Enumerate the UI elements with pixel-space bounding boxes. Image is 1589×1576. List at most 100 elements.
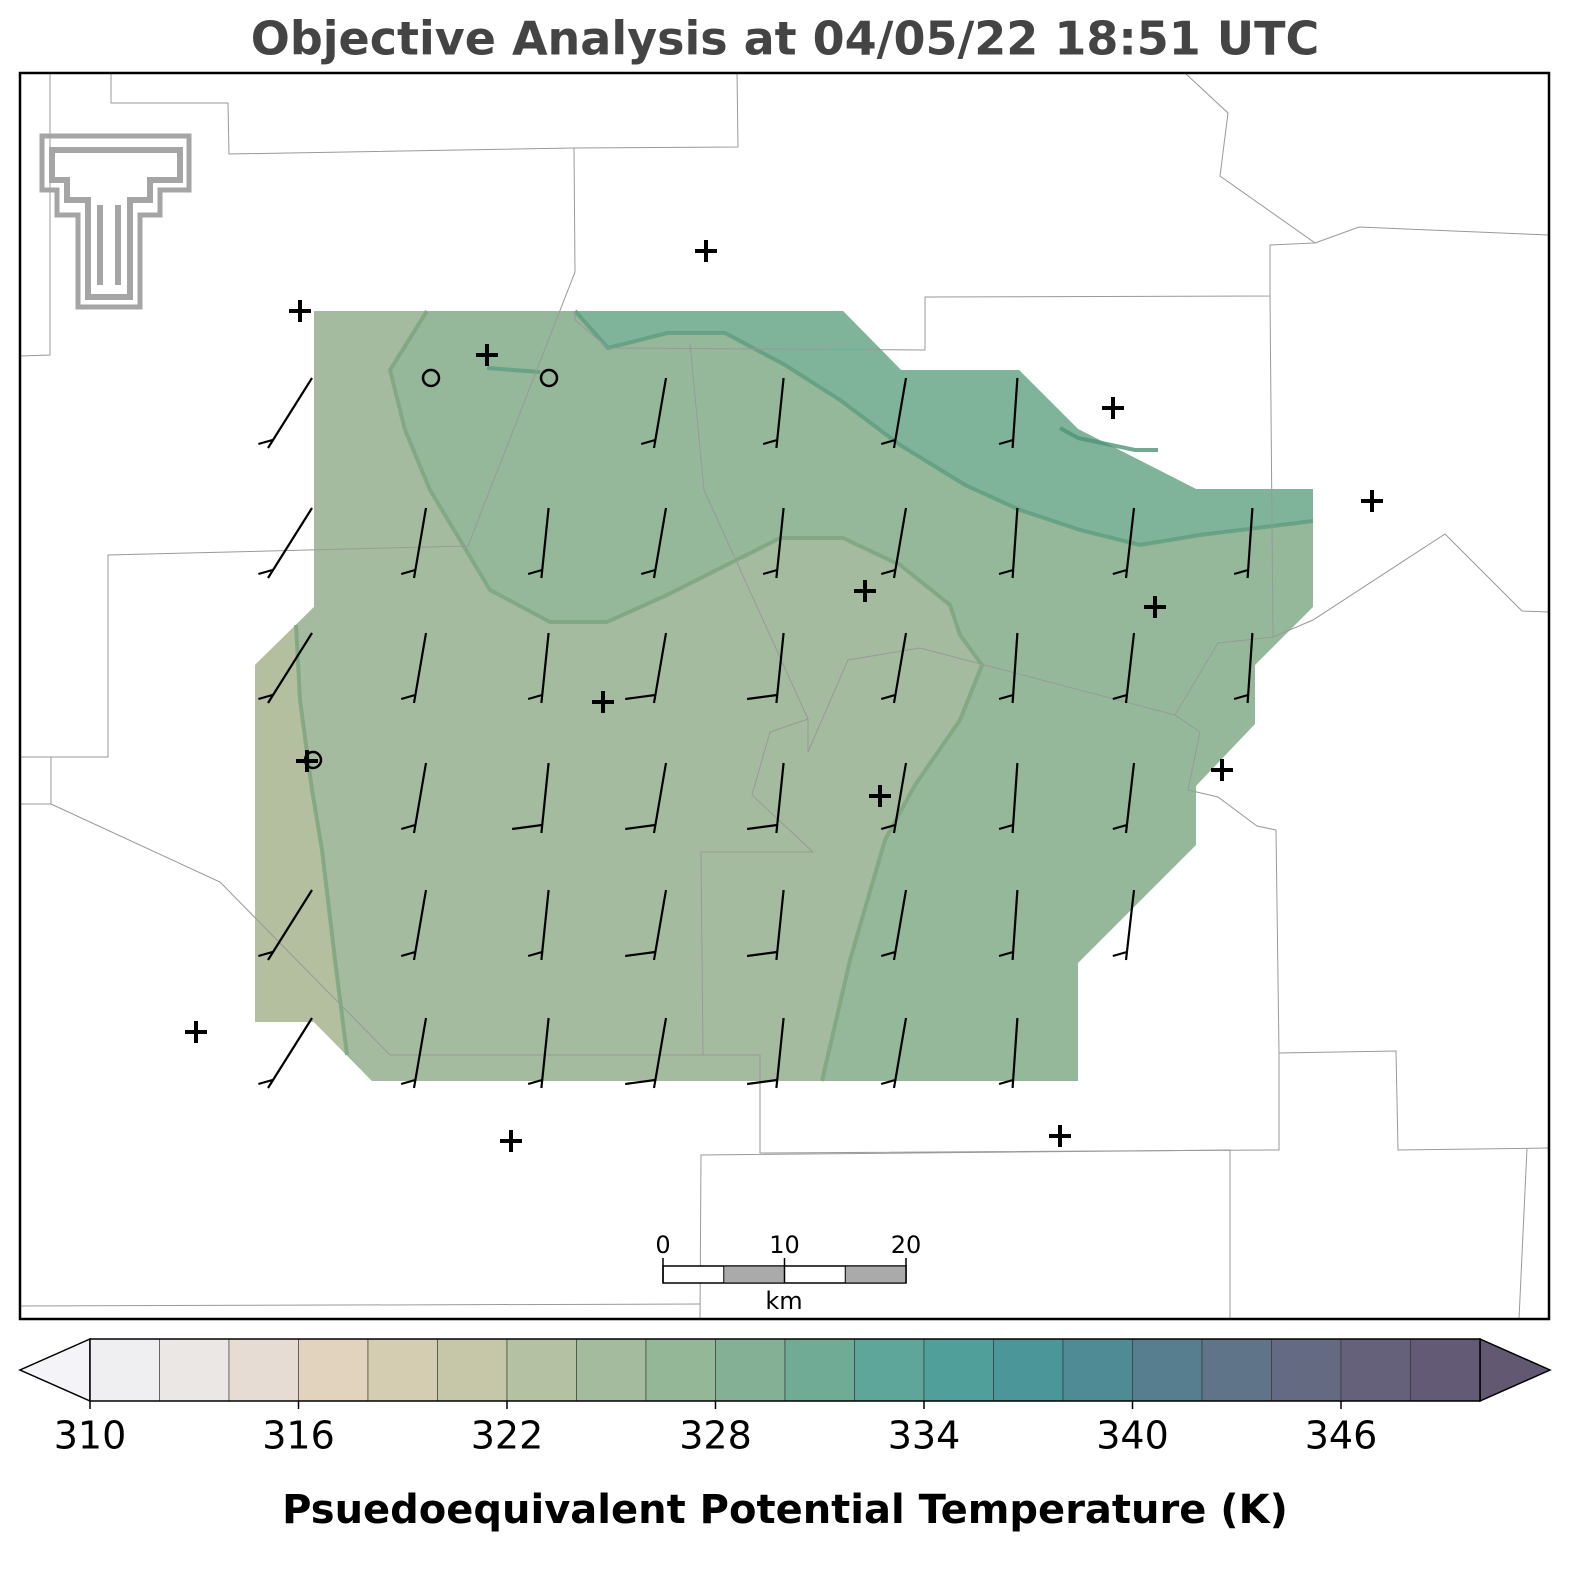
colorbar-extend-low xyxy=(18,1337,91,1403)
wind-barb xyxy=(625,762,668,834)
stations xyxy=(185,240,1383,1152)
station-marker xyxy=(869,785,891,807)
wind-barb xyxy=(880,1017,908,1089)
colorbar-bin xyxy=(1410,1338,1481,1402)
station-marker xyxy=(1049,1125,1071,1147)
wind-barb xyxy=(527,1017,550,1089)
scale-tick-label: 10 xyxy=(769,1231,800,1259)
colorbar-bin xyxy=(228,1338,299,1402)
colorbar-bin xyxy=(159,1338,230,1402)
wind-barb xyxy=(258,632,313,704)
wind-barb xyxy=(762,377,785,449)
wind-barb xyxy=(527,889,550,961)
colorbar-bin xyxy=(576,1338,647,1402)
wind-barb xyxy=(746,632,785,704)
wind-barb xyxy=(762,507,785,579)
wind-barb xyxy=(880,507,908,579)
map-frame xyxy=(18,71,1551,1321)
colorbar-bin xyxy=(437,1338,508,1402)
station-marker xyxy=(1361,490,1383,512)
wind-barb xyxy=(746,889,785,961)
colorbar-bin xyxy=(645,1338,716,1402)
wind-barb xyxy=(400,762,428,834)
wind-barb xyxy=(400,1017,428,1089)
wind-barb xyxy=(640,507,668,579)
colorbar-bin xyxy=(298,1338,369,1402)
scale-unit: km xyxy=(765,1287,802,1315)
scale-tick-label: 20 xyxy=(891,1231,922,1259)
wind-barb xyxy=(998,632,1019,704)
map: km 0 10 20 xyxy=(18,71,1551,1321)
station-marker xyxy=(500,1130,522,1152)
colorbar-bin xyxy=(854,1338,925,1402)
wind-barb xyxy=(746,1017,785,1089)
wind-barb xyxy=(258,507,313,579)
wind-barb xyxy=(880,762,908,834)
station-marker xyxy=(185,1021,207,1043)
scale-bar-segment xyxy=(844,1265,907,1284)
wind-barb xyxy=(511,762,550,834)
wind-barb xyxy=(625,1017,668,1089)
wind-barb xyxy=(527,507,550,579)
wind-barb xyxy=(998,507,1019,579)
wind-barb xyxy=(527,632,550,704)
wind-barb xyxy=(1112,762,1136,834)
colorbar-bin xyxy=(715,1338,786,1402)
wind-barb xyxy=(1112,507,1136,579)
wind-barb xyxy=(400,507,428,579)
wind-barbs xyxy=(258,377,1254,1089)
station-marker xyxy=(289,300,311,322)
colorbar-bin xyxy=(367,1338,438,1402)
colorbar-frame xyxy=(89,1338,1481,1402)
station-marker xyxy=(592,691,614,713)
logo xyxy=(39,133,192,310)
colorbar-bin xyxy=(1271,1338,1342,1402)
wind-barb xyxy=(1233,507,1254,579)
wind-barb xyxy=(880,889,908,961)
scale-bar: km 0 10 20 xyxy=(655,1231,921,1315)
colorbar-bin xyxy=(1132,1338,1203,1402)
wind-barb xyxy=(998,762,1019,834)
colorbar-bin xyxy=(923,1338,994,1402)
colorbar-tick-label: 340 xyxy=(1096,1414,1169,1458)
scale-bar-segment xyxy=(723,1265,785,1284)
colorbar-extend-high xyxy=(1479,1337,1552,1403)
wind-barb xyxy=(1233,632,1254,704)
wind-barb xyxy=(258,1017,313,1089)
title: Objective Analysis at 04/05/22 18:51 UTC xyxy=(251,12,1320,66)
wind-barb xyxy=(998,889,1019,961)
county-lines xyxy=(19,72,1550,1320)
wind-barb xyxy=(746,762,785,834)
colorbar-tick-label: 334 xyxy=(888,1414,961,1458)
colorbar-bin xyxy=(784,1338,855,1402)
wind-barb xyxy=(640,377,668,449)
colorbar-bin xyxy=(1201,1338,1272,1402)
wind-barb xyxy=(400,889,428,961)
scale-tick-label: 0 xyxy=(655,1231,670,1259)
station-marker xyxy=(476,344,498,366)
field-cool xyxy=(255,625,347,1055)
station-marker xyxy=(854,580,876,602)
wind-barb xyxy=(625,889,668,961)
calm-marker xyxy=(303,750,323,770)
wind-barb xyxy=(400,632,428,704)
wind-barb xyxy=(258,889,313,961)
wind-barb xyxy=(998,377,1019,449)
colorbar-tick-label: 310 xyxy=(54,1414,127,1458)
wind-barb xyxy=(880,632,908,704)
contours xyxy=(294,309,1314,1082)
station-marker xyxy=(1144,596,1166,618)
colorbar-tick-label: 328 xyxy=(679,1414,752,1458)
wind-barb xyxy=(625,632,668,704)
colorbar-bin xyxy=(993,1338,1064,1402)
colorbar-bin xyxy=(89,1338,160,1402)
wind-barb xyxy=(880,377,908,449)
calm-marker xyxy=(539,368,559,388)
colorbar-label: Psuedoequivalent Potential Temperature (… xyxy=(282,1487,1288,1533)
wind-barb xyxy=(258,377,313,449)
wind-barb xyxy=(1112,889,1136,961)
colorbar-bin xyxy=(1340,1338,1411,1402)
field-moist xyxy=(575,311,1313,545)
wind-barb xyxy=(1112,632,1136,704)
